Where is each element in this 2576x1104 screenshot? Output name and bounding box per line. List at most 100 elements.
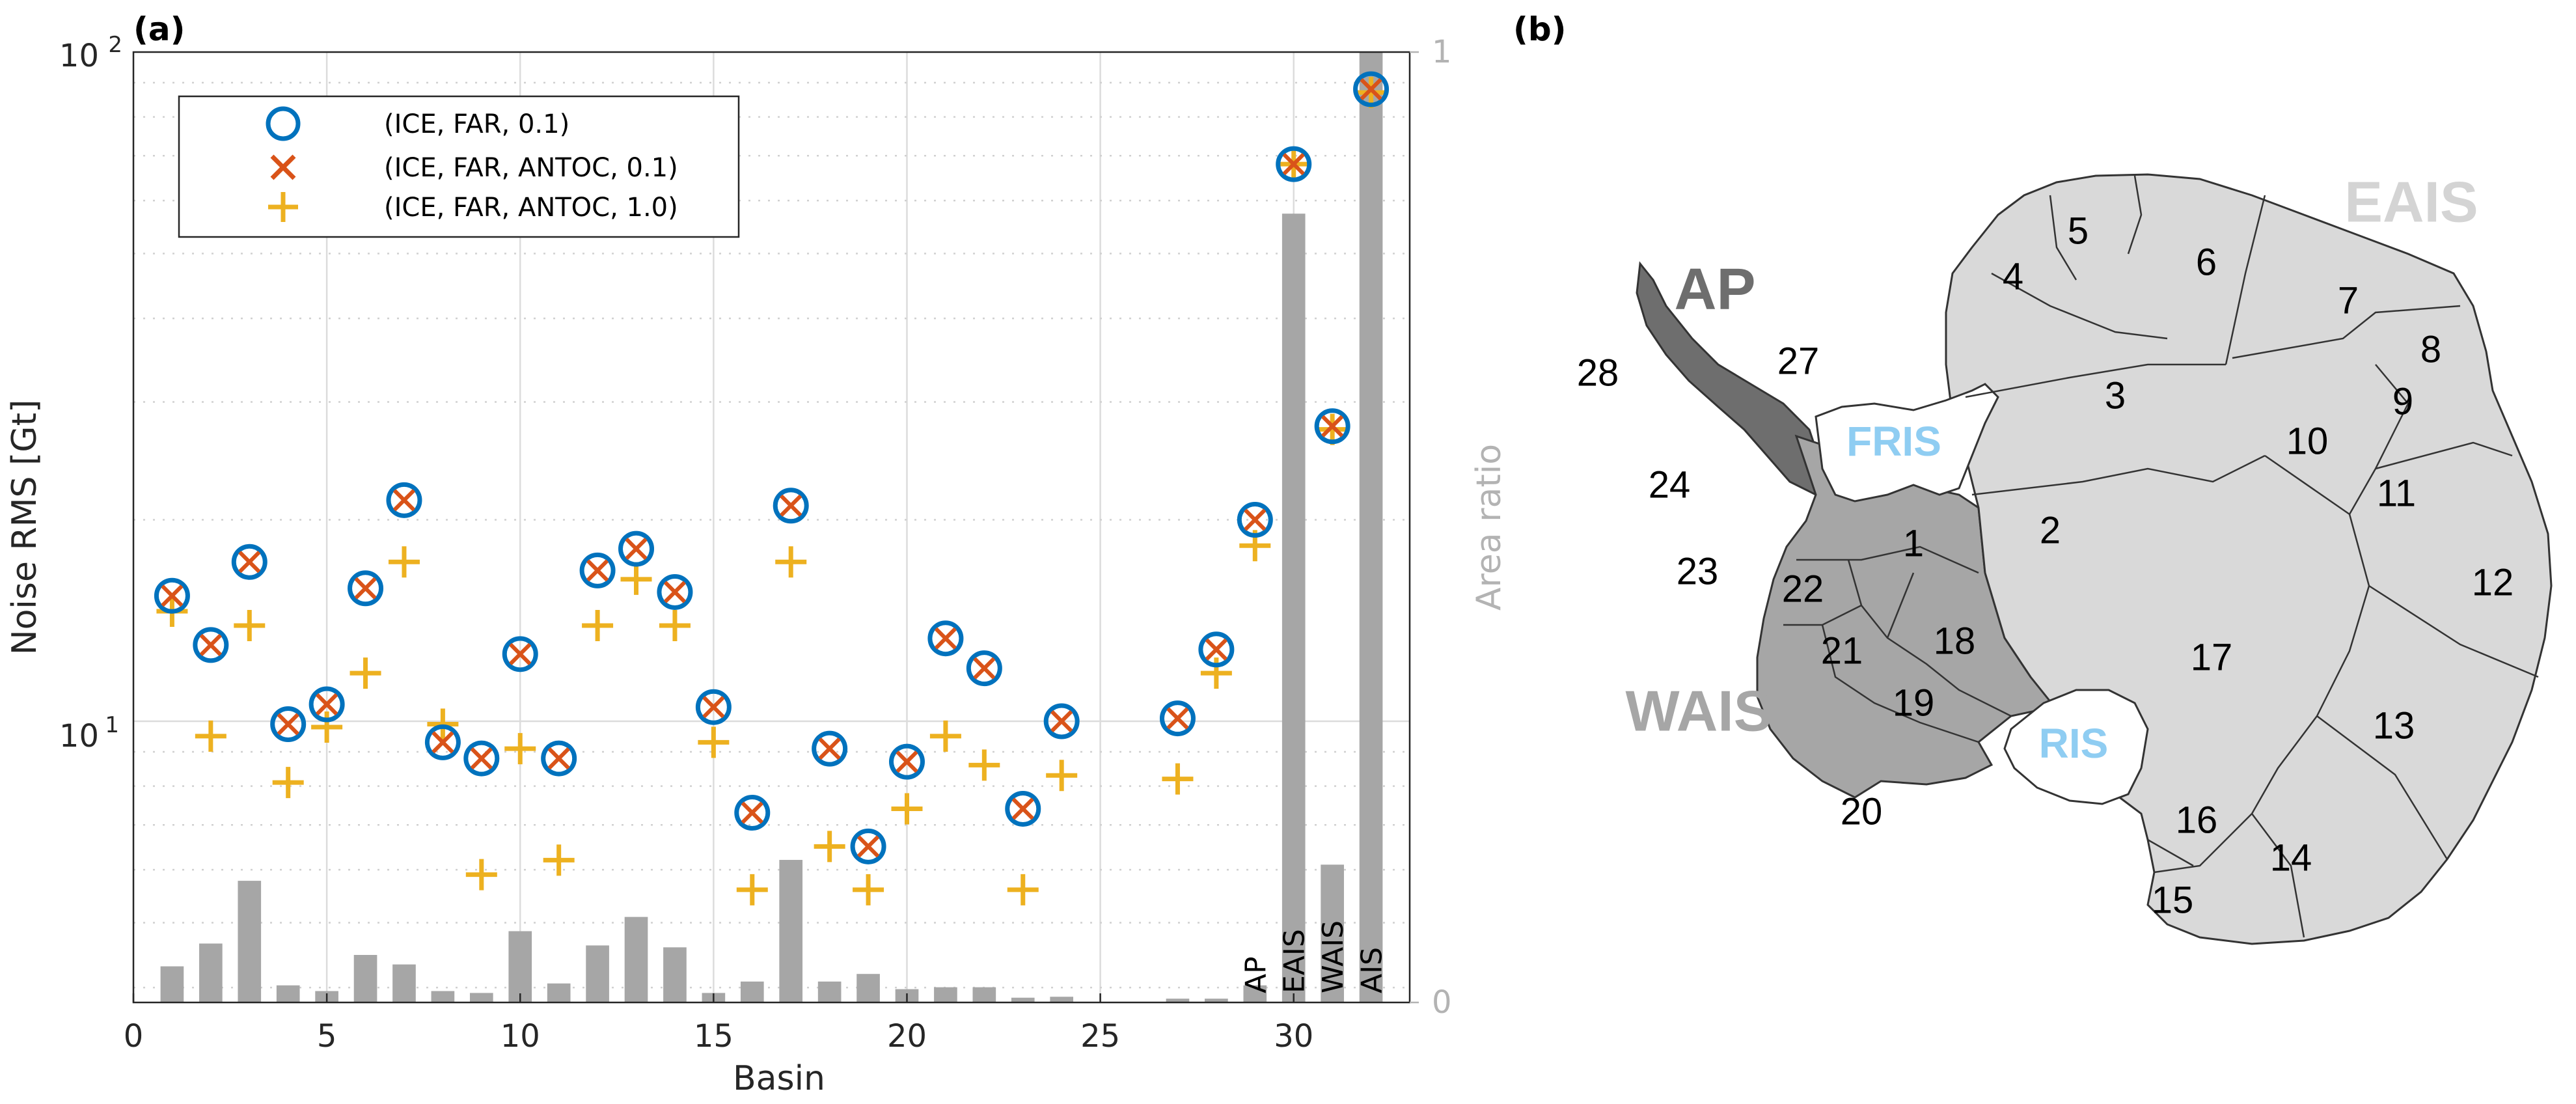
boundary-9 <box>2375 441 2513 470</box>
x-tick-label-5: 5 <box>317 1018 337 1055</box>
x-axis-title: Basin <box>733 1059 825 1098</box>
chart-area: 0 5 10 15 20 25 30 AP EAIS WAIS AIS 10 2 10 1 1 0… <box>5 32 1509 1098</box>
x-b-6 <box>354 577 377 600</box>
x-axis-ticks: 0 5 10 15 20 25 30 <box>124 993 1313 1055</box>
x-b-5 <box>315 693 338 716</box>
circle-marker-14 <box>657 573 693 610</box>
circle-marker-24 <box>1043 703 1080 739</box>
area-bar-11 <box>547 983 571 1002</box>
x-marker-14 <box>663 581 687 603</box>
x-tick-label-20: 20 <box>887 1018 927 1055</box>
basin-label-5: 5 <box>2068 210 2089 253</box>
plus-marker-15 <box>698 726 730 758</box>
basin-label-15: 15 <box>2152 879 2194 922</box>
area-bar-24 <box>1050 997 1074 1002</box>
x-tick-label-30: 30 <box>1274 1018 1313 1055</box>
circle-marker-20 <box>888 743 925 780</box>
area-bar-10 <box>508 931 532 1002</box>
boundary-2 <box>1965 363 2226 398</box>
y-tick-100: 10 <box>59 38 99 74</box>
panel-a-label: (a) <box>133 10 185 48</box>
basin-label-18: 18 <box>1934 620 1976 663</box>
circle-marker-28 <box>1198 631 1235 668</box>
circle-marker-13 <box>618 531 655 567</box>
x-b-15 <box>702 696 725 719</box>
area-bar-17 <box>779 860 803 1002</box>
region-eais-shape <box>1945 173 2553 945</box>
legend-box <box>178 95 740 238</box>
x-b-32 <box>1360 77 1382 101</box>
ris-ice-shelf <box>2003 689 2149 805</box>
x-b-29 <box>1244 508 1267 531</box>
basin-label-21: 21 <box>1821 630 1863 672</box>
x-b-8 <box>432 731 454 754</box>
area-bar-9 <box>469 993 493 1002</box>
x-b-2 <box>199 633 222 656</box>
area-bar-23 <box>1011 997 1035 1002</box>
plus-marker-27 <box>1162 763 1194 795</box>
area-bar-32 <box>1359 52 1383 1002</box>
basin-label-13: 13 <box>2373 705 2415 747</box>
circle-marker-30 <box>1276 146 1312 182</box>
x-b-12 <box>586 559 609 582</box>
panel-b-label: (b) <box>1513 10 1567 48</box>
x-b-4 <box>277 713 299 736</box>
basin-label-9: 9 <box>2392 381 2413 423</box>
area-bar-7 <box>392 964 416 1002</box>
area-bar-16 <box>740 981 764 1002</box>
plot-frame <box>132 51 1411 1004</box>
plus-marker-22 <box>968 749 1000 781</box>
x-b-7 <box>392 489 416 512</box>
boundary-15 <box>2147 838 2194 867</box>
boundary-3 <box>1991 272 2168 340</box>
legend-label-2: (ICE, FAR, ANTOC, 0.1) <box>384 153 678 183</box>
area-bar-21 <box>934 987 957 1002</box>
circle-marker-23 <box>1005 790 1041 827</box>
plus-marker-16 <box>736 874 768 905</box>
x-marker-30 <box>1282 153 1305 176</box>
circle-marker-2 <box>193 627 229 663</box>
x-b-31 <box>1321 415 1344 437</box>
bar-labels: AP EAIS WAIS AIS <box>1239 920 1388 993</box>
y-tick-100-exp: 2 <box>108 32 122 58</box>
plus-marker-11 <box>543 844 575 876</box>
basin-label-3: 3 <box>2105 375 2126 417</box>
legend-label-3: (ICE, FAR, ANTOC, 1.0) <box>384 193 678 223</box>
legend: (ICE, FAR, 0.1) (ICE, FAR, ANTOC, 0.1) (… <box>178 95 740 238</box>
x-marker-3 <box>238 551 261 573</box>
boundary-4 <box>2049 195 2077 281</box>
basin-label-8: 8 <box>2420 329 2441 371</box>
circle-marker-12 <box>579 552 616 588</box>
basin-label-6: 6 <box>2196 242 2217 284</box>
basin-label-14: 14 <box>2270 837 2312 879</box>
boundary-7 <box>2232 305 2461 359</box>
plus-marker-20 <box>891 793 923 825</box>
y-axis-ticks: 10 2 10 1 <box>59 32 122 754</box>
plus-marker-13 <box>620 563 652 595</box>
x-marker-18 <box>818 737 841 760</box>
plus-marker-5 <box>311 711 343 743</box>
x-marker-32 <box>1360 77 1382 101</box>
boundary-10 <box>2316 514 2370 717</box>
basin-label-4: 4 <box>2003 256 2023 298</box>
area-bar-28 <box>1205 999 1228 1002</box>
circle-marker-3 <box>231 544 267 580</box>
area-bar-2 <box>199 943 223 1002</box>
area-bar-3 <box>238 881 262 1002</box>
basin-boundaries <box>1783 175 2539 938</box>
boundary-13 <box>2316 715 2448 860</box>
area-bar-18 <box>817 981 842 1002</box>
x-b-18 <box>818 737 841 760</box>
x-marker-17 <box>780 494 802 517</box>
y-axis-title: Noise RMS [Gt] <box>5 400 44 656</box>
area-bar-12 <box>586 945 609 1002</box>
legend-entry-plus: (ICE, FAR, ANTOC, 1.0) <box>268 192 678 223</box>
basin-label-16: 16 <box>2176 799 2218 842</box>
x-marker-5 <box>315 693 338 716</box>
area-bar-13 <box>624 917 648 1002</box>
bar-label-eais: EAIS <box>1278 929 1311 993</box>
x-b-9 <box>470 747 493 770</box>
area-bar-19 <box>856 974 880 1002</box>
circle-marker-32 <box>1353 71 1390 107</box>
basin-label-10: 10 <box>2286 421 2329 463</box>
